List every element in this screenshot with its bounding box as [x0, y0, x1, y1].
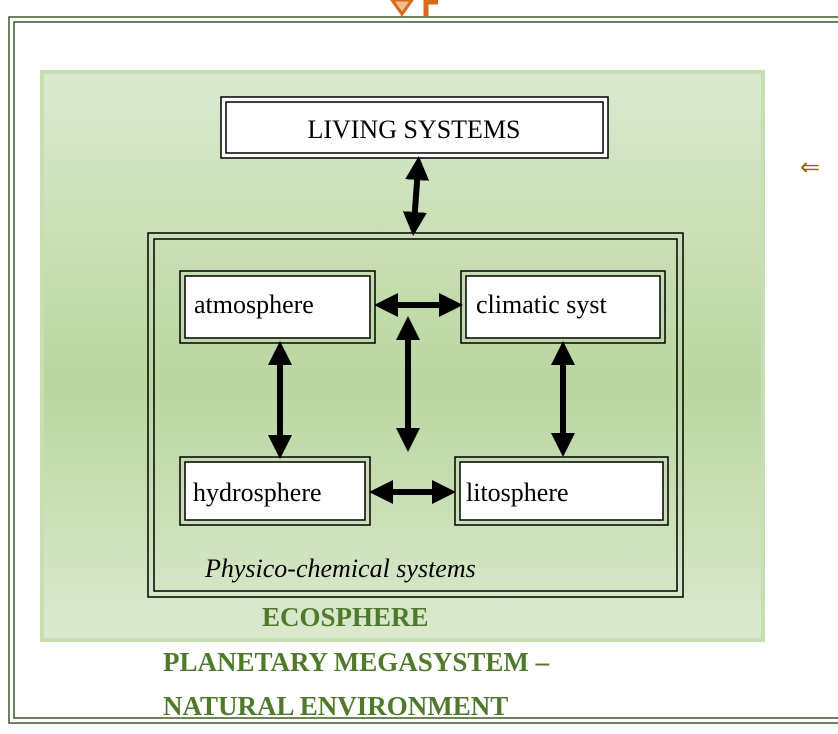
node-label: climatic syst [476, 290, 607, 319]
outer-frame [8, 16, 838, 724]
group-box-inner [153, 238, 678, 592]
node-label: hydrosphere [193, 478, 322, 507]
node-litosphere: litosphere [454, 456, 669, 526]
living-box-inner [225, 101, 604, 154]
living-label: LIVING SYSTEMS [307, 115, 520, 144]
arrows [268, 156, 575, 504]
side-arrow-icon: ⇐ [800, 155, 820, 181]
megasystem-label: PLANETARY MEGASYSTEM – [163, 647, 550, 677]
top-bracket-icon [423, 0, 438, 16]
node-climatic: climatic syst [460, 270, 666, 344]
top-arrow-icon [390, 0, 414, 17]
megasystem-label: NATURAL ENVIRONMENT [163, 691, 508, 721]
node-atmosphere: atmosphere [179, 270, 376, 344]
node-label: litosphere [466, 478, 569, 507]
node-hydrosphere: hydrosphere [179, 456, 371, 526]
outer-frame-inner [13, 21, 838, 719]
living-box [220, 96, 609, 159]
node-label: atmosphere [194, 290, 314, 319]
group-caption: Physico-chemical systems [204, 554, 476, 583]
ecosphere-label: ECOSPHERE [262, 602, 429, 632]
arrow [402, 156, 430, 236]
